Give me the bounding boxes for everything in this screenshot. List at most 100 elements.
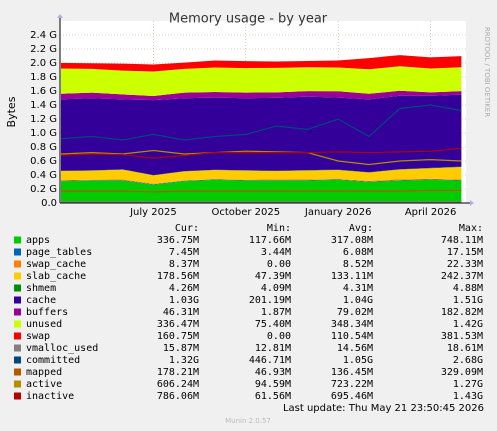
y-tick-label: 1.2 G [30,114,57,125]
y-tick-label: 1.0 G [30,128,57,139]
legend-swatch [14,320,21,328]
stat-value: 94.59M [255,379,291,390]
y-arrow [57,14,63,18]
stat-value: 4.09M [261,283,291,294]
stat-value: 22.33M [447,259,483,270]
area [61,94,462,176]
stat-value: 723.22M [331,379,373,390]
stat-value: 1.43G [453,391,483,402]
legend-label: swap_cache [26,259,86,270]
y-tick-label: 0.4 G [30,170,57,181]
legend-label: buffers [26,307,68,318]
stat-value: 12.81M [255,343,291,354]
stat-value: 4.31M [343,283,373,294]
stat-value: 7.45M [169,247,199,258]
stat-header: Max: [459,223,483,234]
y-tick-label: 0.2 G [30,184,57,195]
y-tick-label: 2.0 G [30,58,57,69]
stat-value: 748.11M [441,235,483,246]
x-tick-label: January 2026 [304,207,372,218]
stat-value: 336.75M [157,235,199,246]
legend-swatch [14,308,21,316]
legend: apps 336.75M 117.66M 317.08M 748.11M page_tab… [14,223,483,402]
legend-swatch [14,392,21,400]
stat-value: 110.54M [331,331,373,342]
stat-value: 695.46M [331,391,373,402]
stat-value: 136.45M [331,367,373,378]
stat-value: 1.87M [261,307,291,318]
legend-label: committed [26,355,80,366]
x-arrow [470,200,474,206]
stat-header: Cur: [175,223,199,234]
legend-swatch [14,368,21,376]
stat-header: Min: [267,223,291,234]
area [61,90,462,101]
legend-swatch [14,356,21,364]
stat-value: 1.05G [343,355,373,366]
stat-value: 15.87M [163,343,199,354]
stat-value: 317.08M [331,235,373,246]
stat-value: 1.27G [453,379,483,390]
stat-value: 348.34M [331,319,373,330]
legend-swatch [14,344,21,352]
y-tick-label: 1.4 G [30,100,57,111]
stat-value: 18.61M [447,343,483,354]
legend-swatch [14,236,21,244]
legend-label: page_tables [26,247,92,258]
stat-value: 0.00 [267,259,291,270]
y-tick-label: 0.8 G [30,142,57,153]
area [61,166,462,176]
stat-value: 61.56M [255,391,291,402]
y-tick-label: 2.4 G [30,30,57,41]
stat-value: 381.53M [441,331,483,342]
legend-label: cache [26,295,56,306]
legend-label: unused [26,319,62,330]
stat-value: 14.56M [337,343,373,354]
stat-value: 133.11M [331,271,373,282]
legend-swatch [14,260,21,268]
stat-value: 75.40M [255,319,291,330]
area [61,178,462,185]
stat-value: 786.06M [157,391,199,402]
legend-swatch [14,248,21,256]
stat-value: 1.03G [169,295,199,306]
stat-value: 1.32G [169,355,199,366]
y-tick-label: 1.8 G [30,72,57,83]
stat-value: 17.15M [447,247,483,258]
version: Munin 2.0.57 [225,417,271,425]
stat-value: 178.56M [157,271,199,282]
legend-label: active [26,379,62,390]
legend-label: vmalloc_used [26,343,98,354]
stat-value: 1.51G [453,295,483,306]
stat-value: 178.21M [157,367,199,378]
area [61,166,462,184]
legend-label: mapped [26,367,62,378]
y-tick-label: 0.6 G [30,156,57,167]
line [60,149,462,166]
line [60,147,462,159]
stat-value: 4.88M [453,283,483,294]
y-axis-label: Bytes [5,96,18,127]
y-tick-label: 1.6 G [30,86,57,97]
plot [60,55,462,203]
stat-value: 336.47M [157,319,199,330]
area [61,55,462,72]
stat-value: 0.00 [267,331,291,342]
legend-swatch [14,284,21,292]
line [61,189,462,193]
legend-swatch [14,380,21,388]
stat-value: 47.39M [255,271,291,282]
stat-value: 446.71M [249,355,291,366]
x-tick-label: April 2026 [405,207,456,218]
area [61,66,462,96]
footer: Last update: Thu May 21 23:50:45 2026 [283,403,484,414]
stat-value: 8.37M [169,259,199,270]
area [61,179,462,185]
stat-value: 242.37M [441,271,483,282]
legend-swatch [14,332,21,340]
stat-value: 117.66M [249,235,291,246]
stat-value: 8.52M [343,259,373,270]
stat-value: 3.44M [261,247,291,258]
legend-swatch [14,272,21,280]
